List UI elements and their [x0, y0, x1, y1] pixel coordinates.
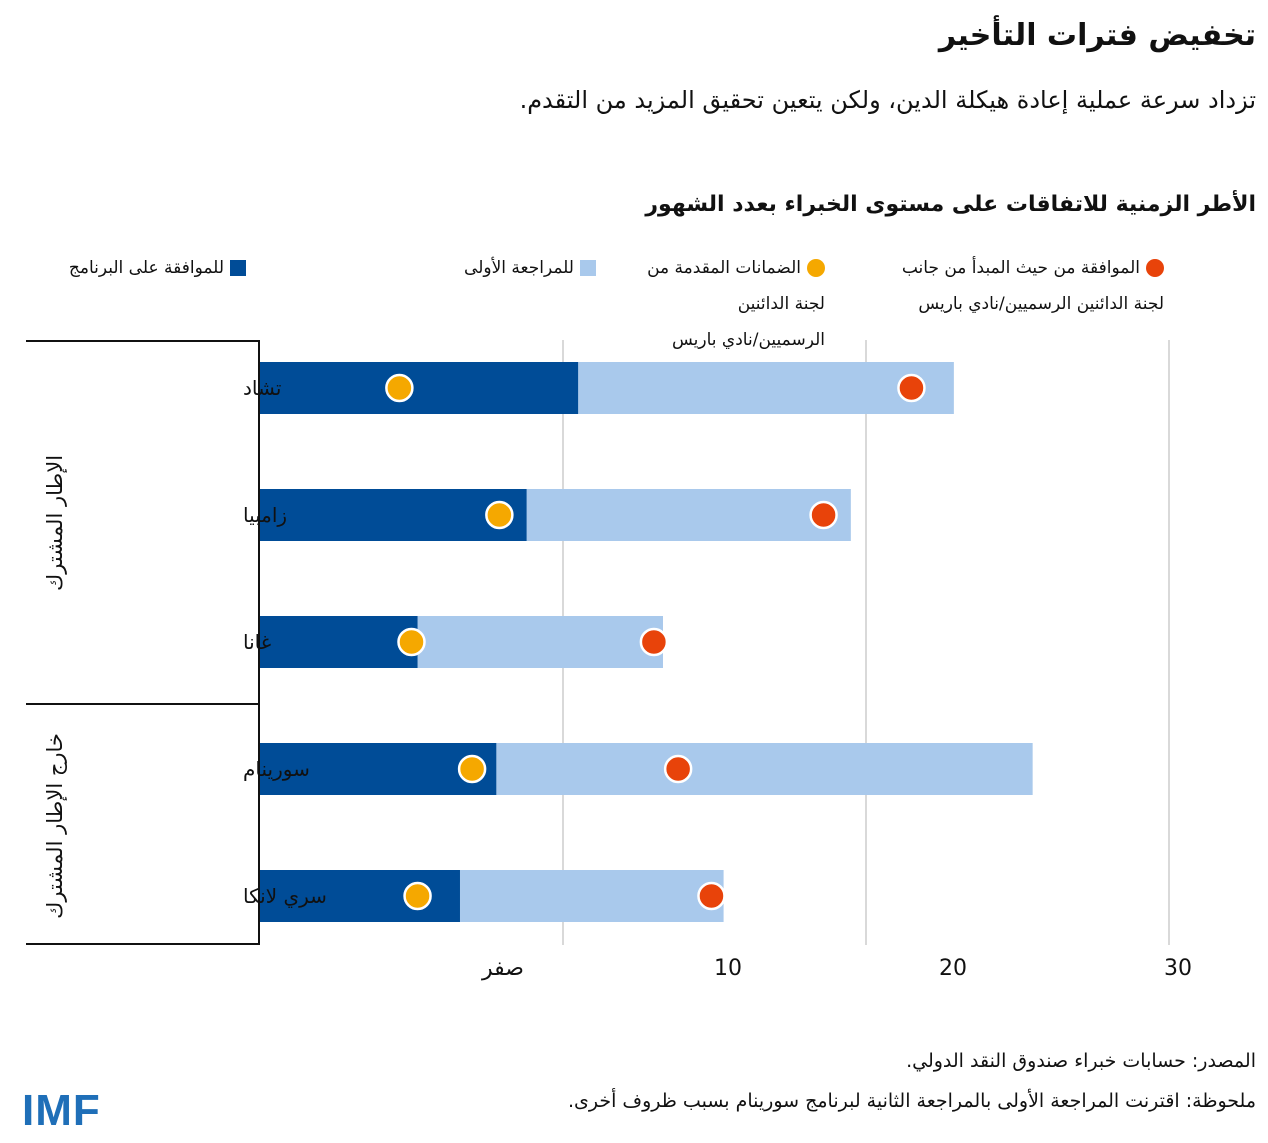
bar-first-review — [496, 743, 1033, 795]
category-label: زامبيا — [243, 503, 287, 527]
category-label: تشاد — [243, 376, 281, 400]
category-label: سورينام — [243, 757, 310, 781]
footnote: ملحوظة: اقترنت المراجعة الأولى بالمراجعة… — [567, 1090, 1256, 1112]
x-tick-label: 30 — [1164, 956, 1192, 981]
bar-program-approval — [260, 362, 579, 414]
source-note: المصدر: حسابات خبراء صندوق النقد الدولي. — [906, 1050, 1256, 1072]
bar-first-review — [459, 870, 724, 922]
marker-assurances — [385, 373, 414, 403]
bar-program-approval — [260, 616, 418, 668]
marker-principle-approval — [639, 627, 669, 657]
bar-first-review — [417, 616, 663, 668]
legend-label: الموافقة من حيث المبدأ من جانب — [901, 258, 1140, 278]
category-label: سري لانكا — [243, 884, 327, 909]
group-label: الإطار المشترك — [43, 455, 67, 591]
marker-assurances — [457, 754, 487, 784]
legend-item-assurances: الضمانات المقدمة من لجنة الدائنين الرسمي… — [647, 250, 825, 358]
marker-principle-approval — [897, 373, 926, 403]
legend-label: للموافقة على البرنامج — [68, 258, 224, 278]
legend-label: للمراجعة الأولى — [464, 258, 574, 278]
legend-label: الرسميين/نادي باريس — [672, 330, 825, 350]
marker-principle-approval — [809, 500, 838, 530]
legend-dot-orange — [807, 259, 825, 277]
page-subtitle: تزداد سرعة عملية إعادة هيكلة الدين، ولكن… — [519, 86, 1256, 114]
marker-principle-approval — [697, 881, 726, 911]
page-title: تخفيض فترات التأخير — [938, 18, 1256, 53]
imf-logo: IMF — [22, 1086, 101, 1135]
legend-label: الضمانات المقدمة من — [647, 258, 801, 278]
x-tick-label: صفر — [481, 956, 524, 981]
bar-first-review — [578, 362, 954, 414]
legend-swatch-dark — [230, 260, 246, 276]
chart-title: الأطر الزمنية للاتفاقات على مستوى الخبرا… — [645, 192, 1256, 217]
marker-assurances — [397, 627, 426, 657]
bar-program-approval — [260, 743, 497, 795]
legend-item-program: للموافقة على البرنامج — [69, 250, 246, 286]
legend-dot-red — [1146, 259, 1164, 277]
legend-label: لجنة الدائنين الرسميين/نادي باريس — [918, 294, 1164, 314]
bar-first-review — [526, 489, 851, 541]
x-tick-label: 10 — [714, 956, 742, 981]
legend-label: لجنة الدائنين — [737, 294, 825, 314]
marker-principle-approval — [663, 754, 693, 784]
legend-item-principle: الموافقة من حيث المبدأ من جانب لجنة الدا… — [902, 250, 1164, 322]
marker-assurances — [485, 500, 514, 530]
legend-swatch-light — [580, 260, 596, 276]
group-label: خارج الإطار المشترك — [43, 733, 68, 919]
legend-item-review: للمراجعة الأولى — [464, 250, 596, 286]
marker-assurances — [403, 881, 432, 911]
category-label: غانا — [243, 630, 271, 654]
x-tick-label: 20 — [939, 956, 967, 981]
bar-program-approval — [260, 489, 527, 541]
